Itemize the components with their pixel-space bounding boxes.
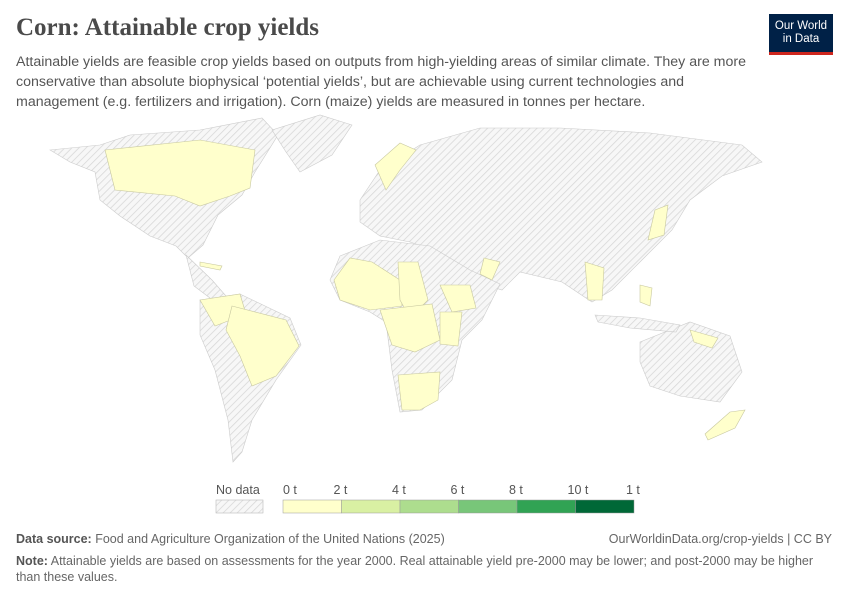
note-label: Note: bbox=[16, 554, 48, 568]
legend-bin bbox=[399, 499, 459, 514]
southern-africa[interactable] bbox=[397, 371, 441, 411]
philippines[interactable] bbox=[639, 284, 653, 307]
central-africa[interactable] bbox=[379, 303, 441, 353]
southeast-asia[interactable] bbox=[584, 261, 605, 301]
cuba[interactable] bbox=[199, 261, 223, 271]
legend-tick-label: 0 t bbox=[283, 483, 297, 497]
legend-no-data-label: No data bbox=[216, 483, 260, 497]
indonesia-no-data[interactable] bbox=[594, 314, 681, 333]
papua-new-guinea[interactable] bbox=[689, 329, 719, 349]
legend-bin bbox=[458, 499, 518, 514]
legend-bins bbox=[282, 499, 635, 514]
data-source: Data source: Food and Agriculture Organi… bbox=[16, 532, 445, 546]
legend-no-data-swatch bbox=[215, 499, 264, 514]
legend-bin bbox=[516, 499, 576, 514]
ethiopia[interactable] bbox=[439, 284, 477, 313]
note: Note: Attainable yields are based on ass… bbox=[16, 553, 816, 585]
brazil[interactable] bbox=[225, 305, 300, 387]
legend-tick-label: 4 t bbox=[392, 483, 406, 497]
scandinavia[interactable] bbox=[374, 142, 417, 191]
owid-logo[interactable]: Our World in Data bbox=[769, 14, 833, 55]
source-url[interactable]: OurWorldinData.org/crop-yields | CC BY bbox=[608, 532, 832, 546]
japan[interactable] bbox=[647, 204, 669, 241]
source-label: Data source: bbox=[16, 532, 92, 546]
legend-bin bbox=[341, 499, 401, 514]
legend-bin bbox=[282, 499, 342, 514]
source-text: Food and Agriculture Organization of the… bbox=[95, 532, 445, 546]
new-zealand[interactable] bbox=[704, 409, 746, 441]
east-africa[interactable] bbox=[439, 311, 463, 347]
legend-tick-label: 6 t bbox=[450, 483, 465, 497]
page-title: Corn: Attainable crop yields bbox=[16, 14, 320, 41]
greenland-no-data[interactable] bbox=[271, 114, 353, 173]
note-text: Attainable yields are based on assessmen… bbox=[16, 554, 814, 584]
legend-tick-label: 1 t bbox=[626, 483, 640, 497]
legend-tick-label: 8 t bbox=[509, 483, 523, 497]
central-america-no-data[interactable] bbox=[185, 254, 227, 302]
legend-bin bbox=[575, 499, 635, 514]
australia-no-data[interactable] bbox=[639, 321, 743, 403]
canada[interactable] bbox=[104, 139, 256, 207]
legend-tick-label: 2 t bbox=[333, 483, 348, 497]
oman-yemen[interactable] bbox=[479, 257, 501, 281]
legend-tick-label: 10 t bbox=[567, 483, 589, 497]
subtitle: Attainable yields are feasible crop yiel… bbox=[16, 54, 746, 110]
